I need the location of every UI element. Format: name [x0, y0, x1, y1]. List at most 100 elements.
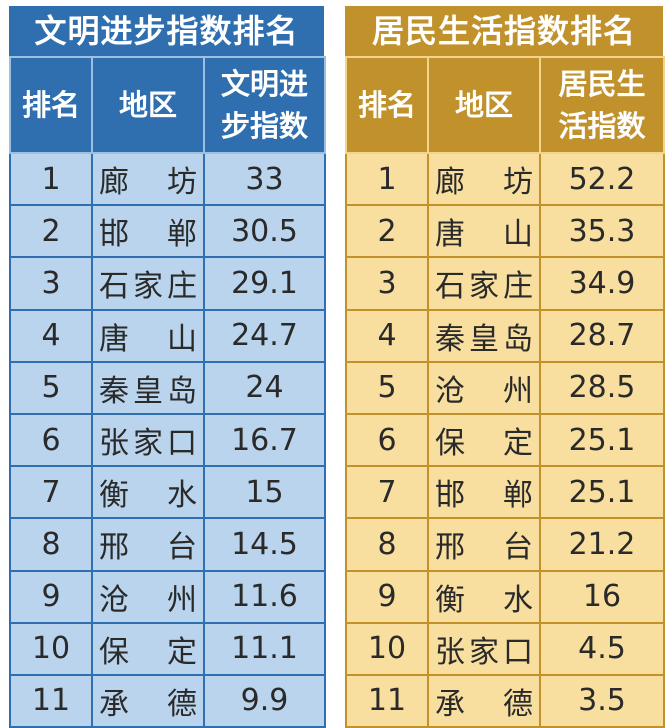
table-row: 9 沧州 11.6	[9, 569, 326, 624]
rank-cell: 11	[345, 673, 429, 728]
header-region: 地区	[91, 56, 205, 154]
region-cell: 张家口	[427, 621, 541, 676]
region-name: 秦皇岛	[435, 321, 533, 357]
civilization-ranking-panel: 文明进步指数排名 排名 地区 文明进 步指数 1 廊坊 33 2 邯郸 30.5 3 石家庄 2…	[9, 6, 326, 728]
region-cell: 保定	[427, 412, 541, 468]
index-value-cell: 28.5	[539, 360, 665, 415]
region-cell: 衡水	[91, 465, 205, 520]
region-name: 唐山	[99, 321, 197, 357]
index-value-cell: 35.3	[539, 204, 665, 259]
rank-cell: 1	[9, 151, 93, 207]
region-name: 廊坊	[99, 165, 197, 201]
rank-cell: 5	[9, 360, 93, 415]
header-index-line1: 居民生	[558, 67, 646, 101]
region-cell: 邢台	[91, 517, 205, 572]
region-name: 秦皇岛	[99, 373, 197, 409]
region-name: 廊坊	[435, 165, 533, 201]
header-region: 地区	[427, 56, 541, 154]
table-row: 5 沧州 28.5	[345, 360, 665, 415]
region-name: 石家庄	[435, 269, 533, 305]
rank-cell: 9	[345, 569, 429, 624]
rank-cell: 6	[9, 412, 93, 468]
region-cell: 沧州	[91, 569, 205, 624]
table-row: 8 邢台 14.5	[9, 517, 326, 572]
region-cell: 廊坊	[427, 151, 541, 207]
index-value-cell: 30.5	[203, 204, 326, 259]
rank-cell: 8	[9, 517, 93, 572]
rank-cell: 3	[345, 256, 429, 311]
index-value-cell: 11.6	[203, 569, 326, 624]
region-name: 承德	[435, 686, 533, 722]
table-row: 6 保定 25.1	[345, 412, 665, 468]
header-index: 文明进 步指数	[203, 56, 326, 154]
table-row: 7 邯郸 25.1	[345, 465, 665, 520]
index-value-cell: 34.9	[539, 256, 665, 311]
index-value-cell: 11.1	[203, 621, 326, 676]
table-header-row: 排名 地区 文明进 步指数	[9, 56, 326, 154]
region-cell: 唐山	[427, 204, 541, 259]
rank-cell: 11	[9, 673, 93, 728]
livelihood-ranking-table: 排名 地区 居民生 活指数 1 廊坊 52.2 2 唐山 35.3 3 石家庄 34.9 4 秦皇岛…	[345, 56, 665, 728]
table-row: 3 石家庄 29.1	[9, 256, 326, 311]
rank-cell: 7	[345, 465, 429, 520]
region-name: 衡水	[435, 582, 533, 618]
index-value-cell: 16	[539, 569, 665, 624]
index-value-cell: 15	[203, 465, 326, 520]
index-value-cell: 4.5	[539, 621, 665, 676]
rank-cell: 4	[9, 308, 93, 363]
region-cell: 邯郸	[91, 204, 205, 259]
region-name: 保定	[435, 426, 533, 462]
region-name: 邯郸	[435, 478, 533, 514]
index-value-cell: 24	[203, 360, 326, 415]
region-name: 张家口	[435, 634, 533, 670]
index-value-cell: 33	[203, 151, 326, 207]
table-row: 3 石家庄 34.9	[345, 256, 665, 311]
index-value-cell: 52.2	[539, 151, 665, 207]
table-row: 6 张家口 16.7	[9, 412, 326, 468]
region-cell: 唐山	[91, 308, 205, 363]
civilization-ranking-table: 排名 地区 文明进 步指数 1 廊坊 33 2 邯郸 30.5 3 石家庄 29.1 4 唐山 24.…	[9, 56, 326, 728]
rank-cell: 10	[9, 621, 93, 676]
index-value-cell: 14.5	[203, 517, 326, 572]
index-value-cell: 16.7	[203, 412, 326, 468]
table-row: 7 衡水 15	[9, 465, 326, 520]
table-row: 11 承德 9.9	[9, 673, 326, 728]
header-index-line2: 步指数	[220, 109, 308, 143]
table-row: 5 秦皇岛 24	[9, 360, 326, 415]
region-cell: 邢台	[427, 517, 541, 572]
rank-cell: 9	[9, 569, 93, 624]
region-cell: 保定	[91, 621, 205, 676]
index-value-cell: 3.5	[539, 673, 665, 728]
region-cell: 衡水	[427, 569, 541, 624]
region-cell: 秦皇岛	[427, 308, 541, 363]
header-rank: 排名	[345, 56, 429, 154]
region-cell: 张家口	[91, 412, 205, 468]
header-index-line1: 文明进	[220, 67, 308, 101]
region-name: 沧州	[435, 373, 533, 409]
header-rank: 排名	[9, 56, 93, 154]
livelihood-table-body: 1 廊坊 52.2 2 唐山 35.3 3 石家庄 34.9 4 秦皇岛 28.7 5 沧州 28.5 6 保定…	[345, 151, 665, 728]
rank-cell: 10	[345, 621, 429, 676]
region-name: 承德	[99, 686, 197, 722]
civilization-table-body: 1 廊坊 33 2 邯郸 30.5 3 石家庄 29.1 4 唐山 24.7 5 秦皇岛 24 6 张家口 16.…	[9, 151, 326, 728]
index-value-cell: 28.7	[539, 308, 665, 363]
rank-cell: 7	[9, 465, 93, 520]
table-row: 11 承德 3.5	[345, 673, 665, 728]
table-row: 4 秦皇岛 28.7	[345, 308, 665, 363]
region-name: 沧州	[99, 582, 197, 618]
region-cell: 石家庄	[427, 256, 541, 311]
index-value-cell: 9.9	[203, 673, 326, 728]
livelihood-ranking-panel: 居民生活指数排名 排名 地区 居民生 活指数 1 廊坊 52.2 2 唐山 35.3 3 石家…	[345, 6, 665, 728]
rank-cell: 2	[345, 204, 429, 259]
index-value-cell: 25.1	[539, 412, 665, 468]
region-cell: 石家庄	[91, 256, 205, 311]
index-value-cell: 24.7	[203, 308, 326, 363]
region-name: 衡水	[99, 478, 197, 514]
region-name: 保定	[99, 634, 197, 670]
table-header-row: 排名 地区 居民生 活指数	[345, 56, 665, 154]
table-row: 10 保定 11.1	[9, 621, 326, 676]
region-name: 唐山	[435, 217, 533, 253]
region-cell: 廊坊	[91, 151, 205, 207]
region-name: 张家口	[99, 426, 197, 462]
header-index: 居民生 活指数	[539, 56, 665, 154]
